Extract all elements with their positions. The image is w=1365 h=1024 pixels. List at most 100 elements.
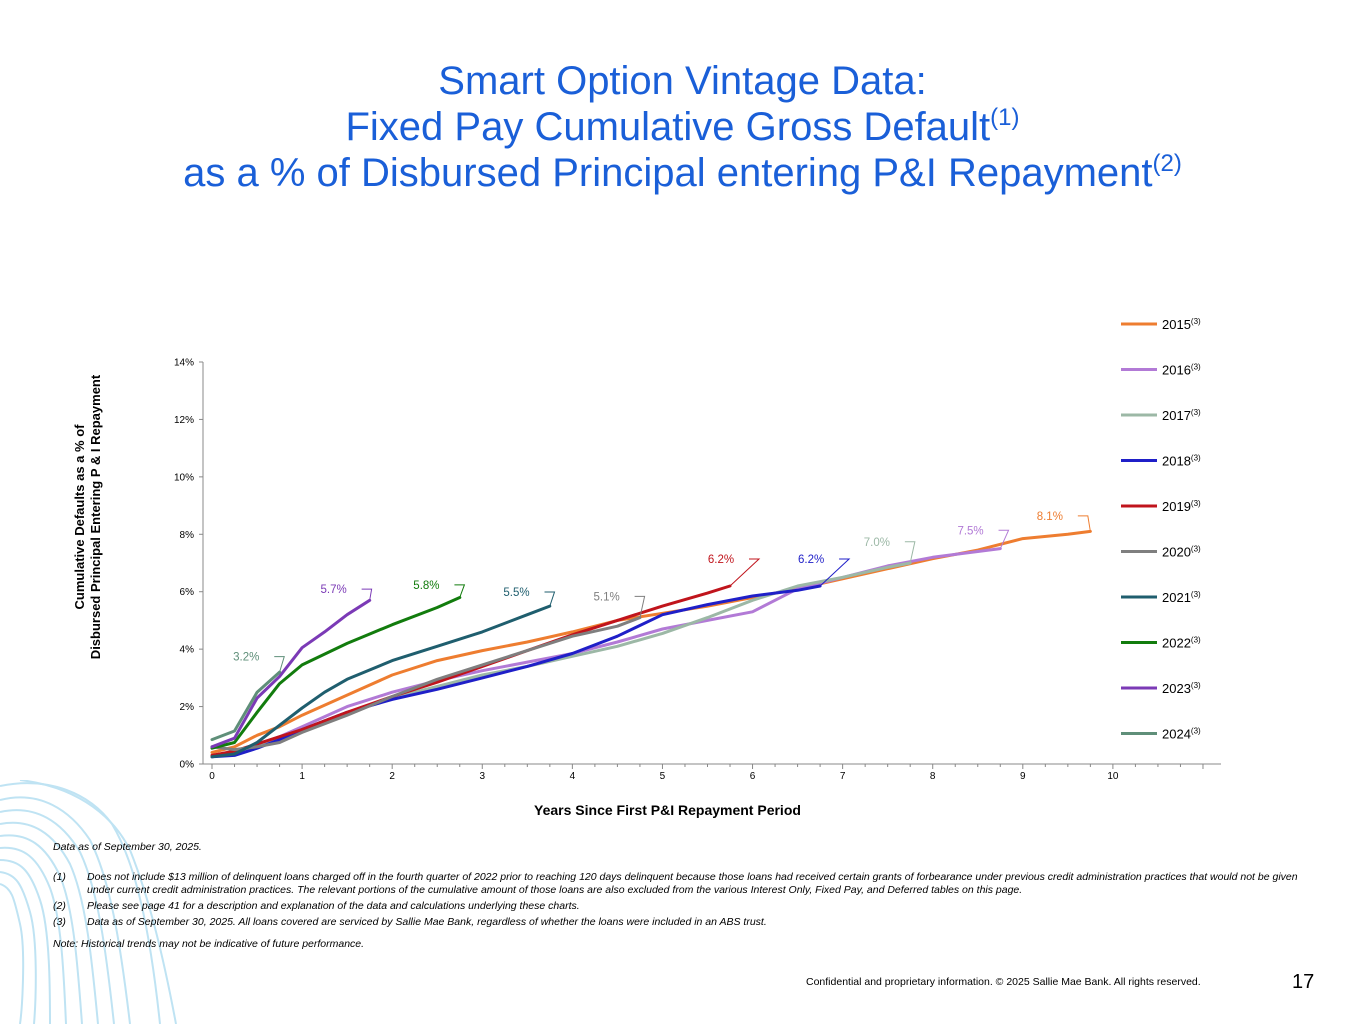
x-tick-label: 8 bbox=[930, 771, 936, 782]
title-line-1: Smart Option Vintage Data: bbox=[438, 59, 927, 103]
footnote-number: (1) bbox=[53, 871, 66, 883]
legend-item-2022: 2022(3) bbox=[1121, 636, 1201, 651]
series-leader-line-2024 bbox=[274, 656, 285, 673]
legend-item-2019: 2019(3) bbox=[1121, 499, 1201, 514]
series-leader-line-2015 bbox=[1077, 515, 1091, 532]
chart-axes: 0% 2% 4% 6% 8% 10% 12% 14% 0 1 2 3 4 5 6 7 8 9 10 bbox=[174, 358, 1221, 782]
x-tick-label: 4 bbox=[570, 771, 576, 782]
legend-year: 2018 bbox=[1162, 454, 1191, 469]
page-title: Smart Option Vintage Data: Fixed Pay Cum… bbox=[0, 58, 1365, 196]
footnote-text: Does not include $13 million of delinque… bbox=[87, 871, 1298, 896]
legend-label: 2024(3) bbox=[1162, 727, 1201, 742]
legend-item-2016: 2016(3) bbox=[1121, 363, 1201, 378]
x-tick-label: 5 bbox=[660, 771, 666, 782]
x-tick-label: 0 bbox=[209, 771, 215, 782]
title-line-3-footnote: (2) bbox=[1152, 150, 1182, 177]
x-tick-label: 2 bbox=[389, 771, 395, 782]
y-tick-label: 10% bbox=[174, 472, 194, 483]
series-line-2021 bbox=[210, 604, 552, 759]
series-end-label-2017: 7.0% bbox=[864, 537, 890, 549]
legend-label: 2021(3) bbox=[1162, 590, 1201, 605]
title-line-2-text: Fixed Pay Cumulative Gross Default bbox=[345, 105, 991, 149]
y-axis-title-line-2: Disbursed Principal Entering P & I Repay… bbox=[88, 374, 103, 660]
series-leader-line-2021 bbox=[544, 591, 556, 607]
legend-footnote-marker: (3) bbox=[1191, 363, 1201, 372]
legend-item-2018: 2018(3) bbox=[1121, 454, 1201, 469]
historical-trends-note: Note: Historical trends may not be indic… bbox=[53, 938, 365, 950]
footnote-1: (1) Does not include $13 million of deli… bbox=[53, 871, 1323, 897]
series-leader-line-2022 bbox=[454, 584, 466, 598]
legend-label: 2017(3) bbox=[1162, 408, 1201, 423]
series-end-label-2018: 6.2% bbox=[798, 554, 824, 566]
series-lines bbox=[210, 529, 1092, 759]
title-line-3: as a % of Disbursed Principal entering P… bbox=[0, 150, 1365, 196]
series-leader-line-2018 bbox=[819, 558, 851, 587]
legend-footnote-marker: (3) bbox=[1191, 317, 1201, 326]
series-line-2020 bbox=[210, 616, 642, 752]
legend-item-2021: 2021(3) bbox=[1121, 590, 1201, 605]
series-line-2024 bbox=[210, 670, 282, 742]
legend-year: 2015 bbox=[1162, 317, 1191, 332]
legend-year: 2019 bbox=[1162, 499, 1191, 514]
legend-year: 2022 bbox=[1162, 636, 1191, 651]
footnote-2: (2) Please see page 41 for a description… bbox=[53, 900, 1323, 913]
legend-footnote-marker: (3) bbox=[1191, 636, 1201, 645]
title-line-2-footnote: (1) bbox=[990, 104, 1020, 131]
series-line-2019 bbox=[210, 584, 732, 757]
legend-item-2017: 2017(3) bbox=[1121, 408, 1201, 423]
x-tick-label: 9 bbox=[1020, 771, 1026, 782]
y-axis-title-line-1: Cumulative Defaults as a % of bbox=[72, 424, 87, 610]
series-end-label-2016: 7.5% bbox=[957, 525, 983, 537]
series-end-label-2022: 5.8% bbox=[413, 580, 439, 592]
y-tick-label: 8% bbox=[180, 530, 195, 541]
series-end-label-2019: 6.2% bbox=[708, 554, 734, 566]
chart-legend: 2015(3)2016(3)2017(3)2018(3)2019(3)2020(… bbox=[1121, 317, 1201, 742]
legend-label: 2015(3) bbox=[1162, 317, 1201, 332]
legend-footnote-marker: (3) bbox=[1191, 454, 1201, 463]
decorative-wave-pattern bbox=[0, 780, 177, 1024]
y-tick-label: 4% bbox=[180, 645, 195, 656]
footnotes-section: Data as of September 30, 2025. (1) Does … bbox=[53, 841, 1323, 951]
vintage-default-chart: 0% 2% 4% 6% 8% 10% 12% 14% 0 1 2 3 4 5 6 7 8 9 10 8.1% 7.5%… bbox=[174, 317, 1221, 782]
legend-year: 2016 bbox=[1162, 363, 1191, 378]
series-line-2022 bbox=[210, 596, 462, 750]
page-number: 17 bbox=[1292, 971, 1315, 993]
legend-item-2024: 2024(3) bbox=[1121, 727, 1201, 742]
data-as-of-note: Data as of September 30, 2025. bbox=[53, 841, 202, 853]
x-tick-label: 3 bbox=[479, 771, 485, 782]
series-leader-line-2019 bbox=[729, 558, 761, 587]
y-axis-title: Cumulative Defaults as a % of Disbursed … bbox=[72, 375, 104, 659]
y-tick-label: 6% bbox=[180, 587, 195, 598]
legend-year: 2021 bbox=[1162, 590, 1191, 605]
legend-label: 2016(3) bbox=[1162, 363, 1201, 378]
footnote-text: Please see page 41 for a description and… bbox=[87, 900, 580, 912]
legend-item-2023: 2023(3) bbox=[1121, 681, 1201, 696]
series-end-label-2020: 5.1% bbox=[593, 591, 619, 603]
y-tick-label: 12% bbox=[174, 415, 194, 426]
series-end-labels: 8.1% 7.5% 7.0% 6.2% 6.2% 5.1% 5.5% 5.8% 5.7% 3.2% bbox=[233, 511, 1091, 673]
legend-footnote-marker: (3) bbox=[1191, 727, 1201, 736]
series-end-label-2024: 3.2% bbox=[233, 652, 259, 664]
confidential-footer: Confidential and proprietary information… bbox=[806, 976, 1201, 988]
series-line-2023 bbox=[210, 598, 372, 749]
x-tick-label: 10 bbox=[1107, 771, 1119, 782]
legend-footnote-marker: (3) bbox=[1191, 408, 1201, 417]
title-line-2: Fixed Pay Cumulative Gross Default(1) bbox=[0, 104, 1365, 150]
series-end-label-2015: 8.1% bbox=[1037, 511, 1063, 523]
x-tick-label: 1 bbox=[299, 771, 305, 782]
legend-footnote-marker: (3) bbox=[1191, 681, 1201, 690]
legend-year: 2020 bbox=[1162, 545, 1191, 560]
footnote-3: (3) Data as of September 30, 2025. All l… bbox=[53, 916, 1323, 929]
series-end-label-2023: 5.7% bbox=[321, 584, 347, 596]
x-axis-title: Years Since First P&I Repayment Period bbox=[534, 802, 801, 818]
series-leader-line-2017 bbox=[904, 541, 916, 564]
legend-label: 2018(3) bbox=[1162, 454, 1201, 469]
x-tick-label: 7 bbox=[840, 771, 846, 782]
legend-year: 2024 bbox=[1162, 727, 1191, 742]
series-end-label-2021: 5.5% bbox=[503, 587, 529, 599]
footnote-number: (3) bbox=[53, 916, 66, 928]
y-tick-label: 2% bbox=[180, 702, 195, 713]
series-leader-line-2016 bbox=[998, 529, 1010, 549]
x-tick-label: 6 bbox=[750, 771, 756, 782]
legend-footnote-marker: (3) bbox=[1191, 545, 1201, 554]
